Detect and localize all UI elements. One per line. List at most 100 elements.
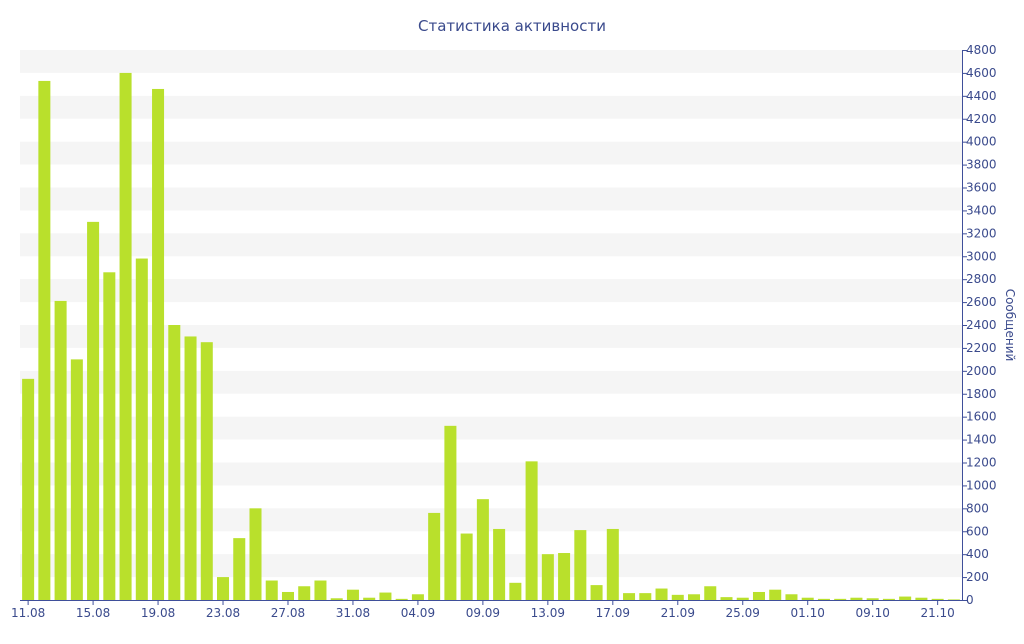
bar [87, 221, 100, 600]
x-tick-label: 21.09 [661, 606, 695, 620]
grid-band [20, 50, 962, 73]
y-axis-label: Сообщений [1003, 289, 1017, 362]
grid-band [20, 325, 962, 348]
bar [574, 530, 587, 600]
grid-band [20, 279, 962, 303]
y-tick-label: 4800 [966, 43, 997, 57]
x-tick-label: 09.10 [855, 606, 889, 620]
bar [379, 592, 392, 600]
bar [281, 591, 294, 600]
bar [330, 598, 343, 600]
y-tick-label: 4400 [966, 89, 997, 103]
y-tick-label: 1000 [966, 478, 997, 492]
x-tick-label: 31.08 [336, 606, 370, 620]
y-tick-label: 0 [966, 593, 974, 607]
bar [411, 594, 424, 600]
bar [720, 597, 733, 600]
bar [606, 528, 619, 600]
bar [298, 586, 311, 600]
y-tick-label: 2600 [966, 295, 997, 309]
bar [200, 342, 213, 600]
bar [493, 528, 506, 600]
bar [947, 599, 960, 600]
y-ticks-group: 0 200 400 600 800 1000 1200 1400 1600 1800 2000 220… [962, 43, 997, 607]
bar [509, 582, 522, 600]
bar [38, 80, 51, 600]
x-tick-label: 21.10 [920, 606, 954, 620]
bar [915, 597, 928, 600]
bar [558, 553, 571, 600]
bar [655, 588, 668, 600]
x-tick-label: 25.09 [726, 606, 760, 620]
bar [866, 598, 879, 600]
x-tick-label: 19.08 [141, 606, 175, 620]
grid-band [20, 416, 962, 440]
y-tick-label: 1400 [966, 433, 997, 447]
bar [752, 591, 765, 600]
grid-band [20, 370, 962, 394]
y-tick-label: 200 [966, 570, 989, 584]
bar [525, 461, 538, 600]
bar [931, 598, 944, 600]
y-tick-label: 3200 [966, 226, 997, 240]
x-tick-label: 27.08 [271, 606, 305, 620]
grid-band [20, 95, 962, 119]
bar [541, 554, 554, 600]
grid-band [20, 233, 962, 257]
bar [314, 580, 327, 600]
x-tick-label: 11.08 [11, 606, 45, 620]
y-tick-label: 3800 [966, 158, 997, 172]
bar [70, 359, 83, 600]
bar [444, 425, 457, 600]
bar [671, 594, 684, 600]
bar [119, 72, 132, 600]
grid-band [20, 462, 962, 486]
x-tick-label: 17.09 [596, 606, 630, 620]
bar [103, 272, 116, 600]
x-tick-label: 01.10 [791, 606, 825, 620]
grid-bands [20, 50, 962, 578]
bar [346, 589, 359, 600]
y-tick-label: 400 [966, 547, 989, 561]
bar [882, 598, 895, 600]
bar [395, 598, 408, 600]
bar [217, 577, 230, 600]
y-tick-label: 600 [966, 524, 989, 538]
bar [639, 593, 652, 600]
y-tick-label: 2200 [966, 341, 997, 355]
y-tick-label: 4000 [966, 135, 997, 149]
bar [785, 594, 798, 600]
bar [233, 538, 246, 600]
bar [736, 597, 749, 600]
grid-band [20, 187, 962, 211]
bar [249, 508, 262, 600]
bar [899, 596, 912, 600]
x-tick-label: 23.08 [206, 606, 240, 620]
y-tick-label: 3000 [966, 249, 997, 263]
y-tick-label: 2400 [966, 318, 997, 332]
bar [623, 593, 636, 600]
x-tick-label: 04.09 [401, 606, 435, 620]
y-tick-label: 800 [966, 501, 989, 515]
y-tick-label: 3400 [966, 203, 997, 217]
bar [184, 336, 197, 600]
bar [590, 585, 603, 600]
chart-title: Статистика активности [418, 17, 606, 35]
bar [54, 300, 67, 600]
y-tick-label: 4200 [966, 112, 997, 126]
bar [428, 512, 441, 600]
bar [688, 594, 701, 600]
x-ticks-group: 11.08 15.08 19.08 23.08 27.08 31.08 04.09 09.09… [11, 600, 955, 620]
y-tick-label: 2800 [966, 272, 997, 286]
y-tick-label: 3600 [966, 181, 997, 195]
grid-band [20, 141, 962, 165]
y-tick-label: 1200 [966, 456, 997, 470]
bar [476, 499, 489, 600]
bar [135, 258, 148, 600]
x-tick-label: 13.09 [531, 606, 565, 620]
bars-group [22, 72, 960, 600]
y-tick-label: 4600 [966, 66, 997, 80]
bar [704, 586, 717, 600]
